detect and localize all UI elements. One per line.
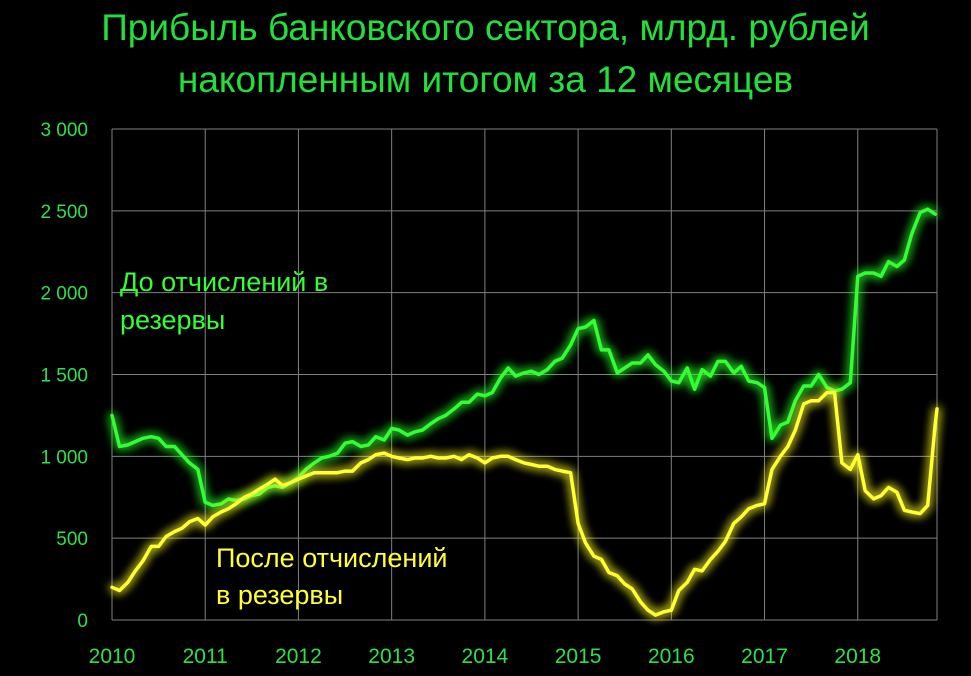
x-tick-label: 2013 (368, 645, 415, 668)
y-tick-label: 2 500 (40, 202, 88, 223)
y-tick-label: 3 000 (40, 120, 88, 141)
y-tick-label: 1 500 (40, 366, 88, 387)
x-tick-label: 2017 (741, 645, 788, 668)
series-label-before-reserves-line-2: резервы (120, 305, 225, 335)
x-tick-label: 2018 (834, 645, 881, 668)
y-tick-label: 500 (56, 529, 88, 550)
series-line-after-reserves (110, 390, 939, 617)
series-lines (110, 207, 939, 617)
grid-lines (111, 128, 938, 621)
chart-title-line-1: Прибыль банковского сектора, млрд. рубле… (101, 7, 870, 48)
x-tick-label: 2012 (275, 645, 322, 668)
y-axis-ticks: 0 500 1 000 1 500 2 000 2 500 3 000 (40, 120, 88, 632)
series-label-after-reserves-line-2: в резервы (216, 580, 343, 610)
x-tick-label: 2014 (462, 645, 509, 668)
series-label-before-reserves-line-1: До отчислений в (120, 267, 328, 297)
y-tick-label: 0 (77, 611, 88, 632)
y-tick-label: 2 000 (40, 284, 88, 305)
x-axis-ticks: 2010 2011 2012 2013 2014 2015 2016 2017 2018 (89, 645, 881, 668)
x-tick-label: 2011 (183, 645, 228, 668)
x-tick-label: 2015 (555, 645, 602, 668)
x-tick-label: 2010 (89, 645, 136, 668)
y-tick-label: 1 000 (40, 447, 88, 468)
chart-title-line-2: накопленным итогом за 12 месяцев (177, 59, 794, 100)
x-tick-label: 2016 (648, 645, 695, 668)
series-label-after-reserves-line-1: После отчислений (216, 543, 447, 573)
